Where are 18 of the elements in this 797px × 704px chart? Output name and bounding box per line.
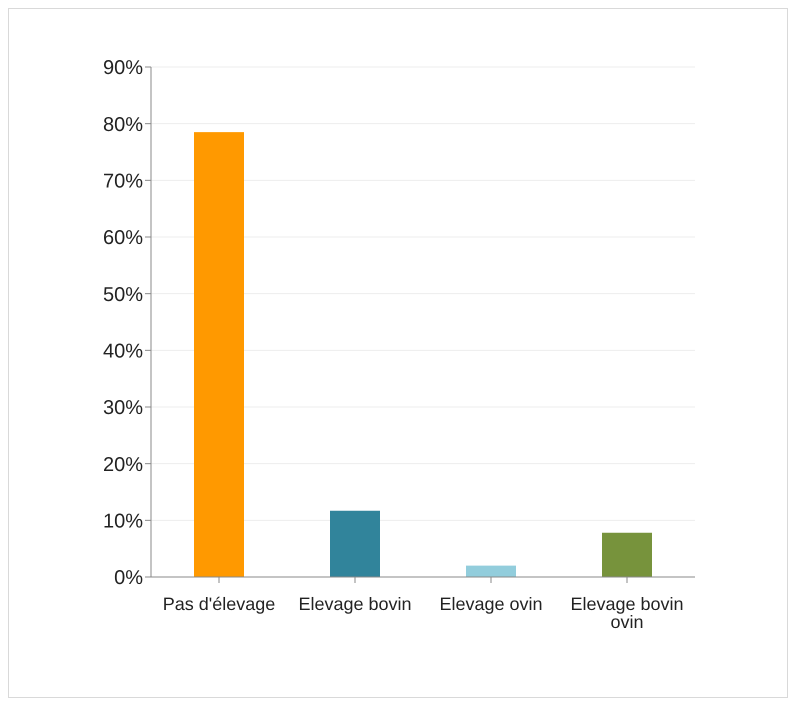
- x-tick-label: Elevage bovin ovin: [570, 594, 684, 632]
- y-tick-label: 60%: [102, 227, 144, 250]
- bar: [330, 510, 380, 577]
- y-tick-label: 40%: [102, 340, 144, 362]
- x-tick-label: Elevage bovin: [298, 594, 412, 614]
- x-tick-label: Elevage ovin: [439, 594, 543, 614]
- y-tick-label: 30%: [102, 397, 144, 420]
- y-tick-label: 90%: [102, 57, 144, 80]
- y-tick-label: 10%: [102, 510, 144, 532]
- y-tick-label: 50%: [102, 284, 144, 306]
- y-tick-label: 0%: [114, 567, 144, 590]
- y-tick-label: 20%: [102, 454, 144, 476]
- bar: [466, 566, 516, 577]
- y-tick-label: 70%: [102, 170, 144, 192]
- y-tick-label: 80%: [102, 114, 144, 136]
- x-tick-label: Pas d'élevage: [162, 594, 276, 614]
- bar: [602, 532, 652, 577]
- bar: [194, 132, 244, 577]
